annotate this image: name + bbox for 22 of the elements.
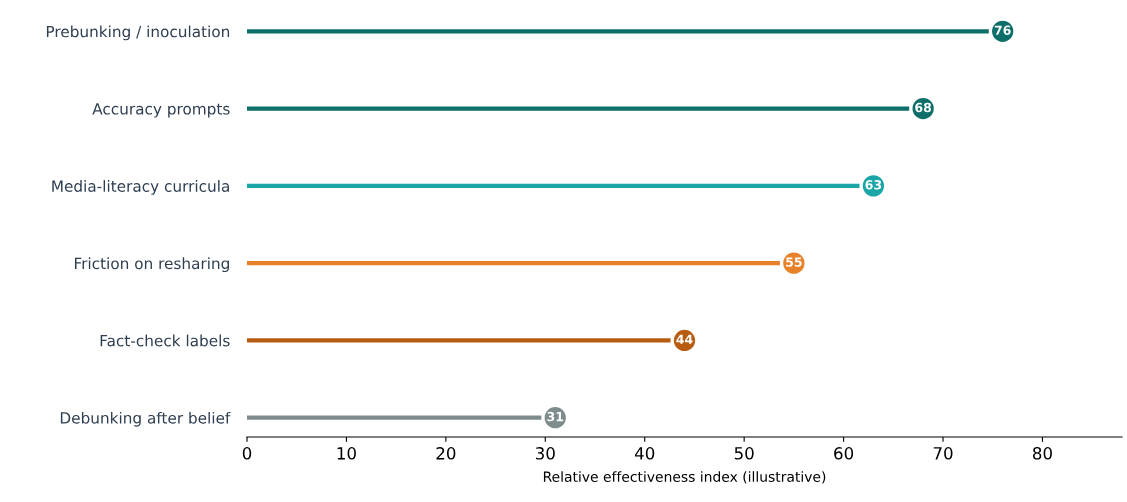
data-label: 63 (865, 180, 882, 190)
y-tick-label: Debunking after belief (60, 411, 231, 427)
y-tick-label: Prebunking / inoculation (46, 25, 230, 41)
x-tick-label: 60 (834, 447, 854, 460)
x-axis-title: Relative effectiveness index (illustrative) (543, 471, 826, 484)
x-tick-label: 30 (535, 447, 555, 460)
data-label: 31 (547, 411, 564, 422)
data-label: 55 (786, 257, 802, 267)
data-label: 44 (676, 334, 693, 344)
x-tick-label: 20 (436, 447, 456, 460)
x-tick-label: 10 (337, 447, 356, 460)
x-tick-label: 70 (933, 447, 953, 460)
x-tick-label: 80 (1032, 447, 1052, 460)
x-tick-label: 50 (734, 447, 754, 460)
y-tick-label: Media-literacy curricula (52, 180, 229, 195)
y-tick-label: Friction on resharing (74, 257, 229, 273)
y-tick-label: Accuracy prompts (92, 103, 230, 118)
y-tick-label: Fact-check labels (100, 334, 230, 347)
data-label: 68 (915, 102, 932, 113)
data-label: 76 (994, 25, 1011, 35)
x-tick-label: 40 (634, 447, 655, 460)
x-tick-label: 0 (242, 447, 252, 460)
